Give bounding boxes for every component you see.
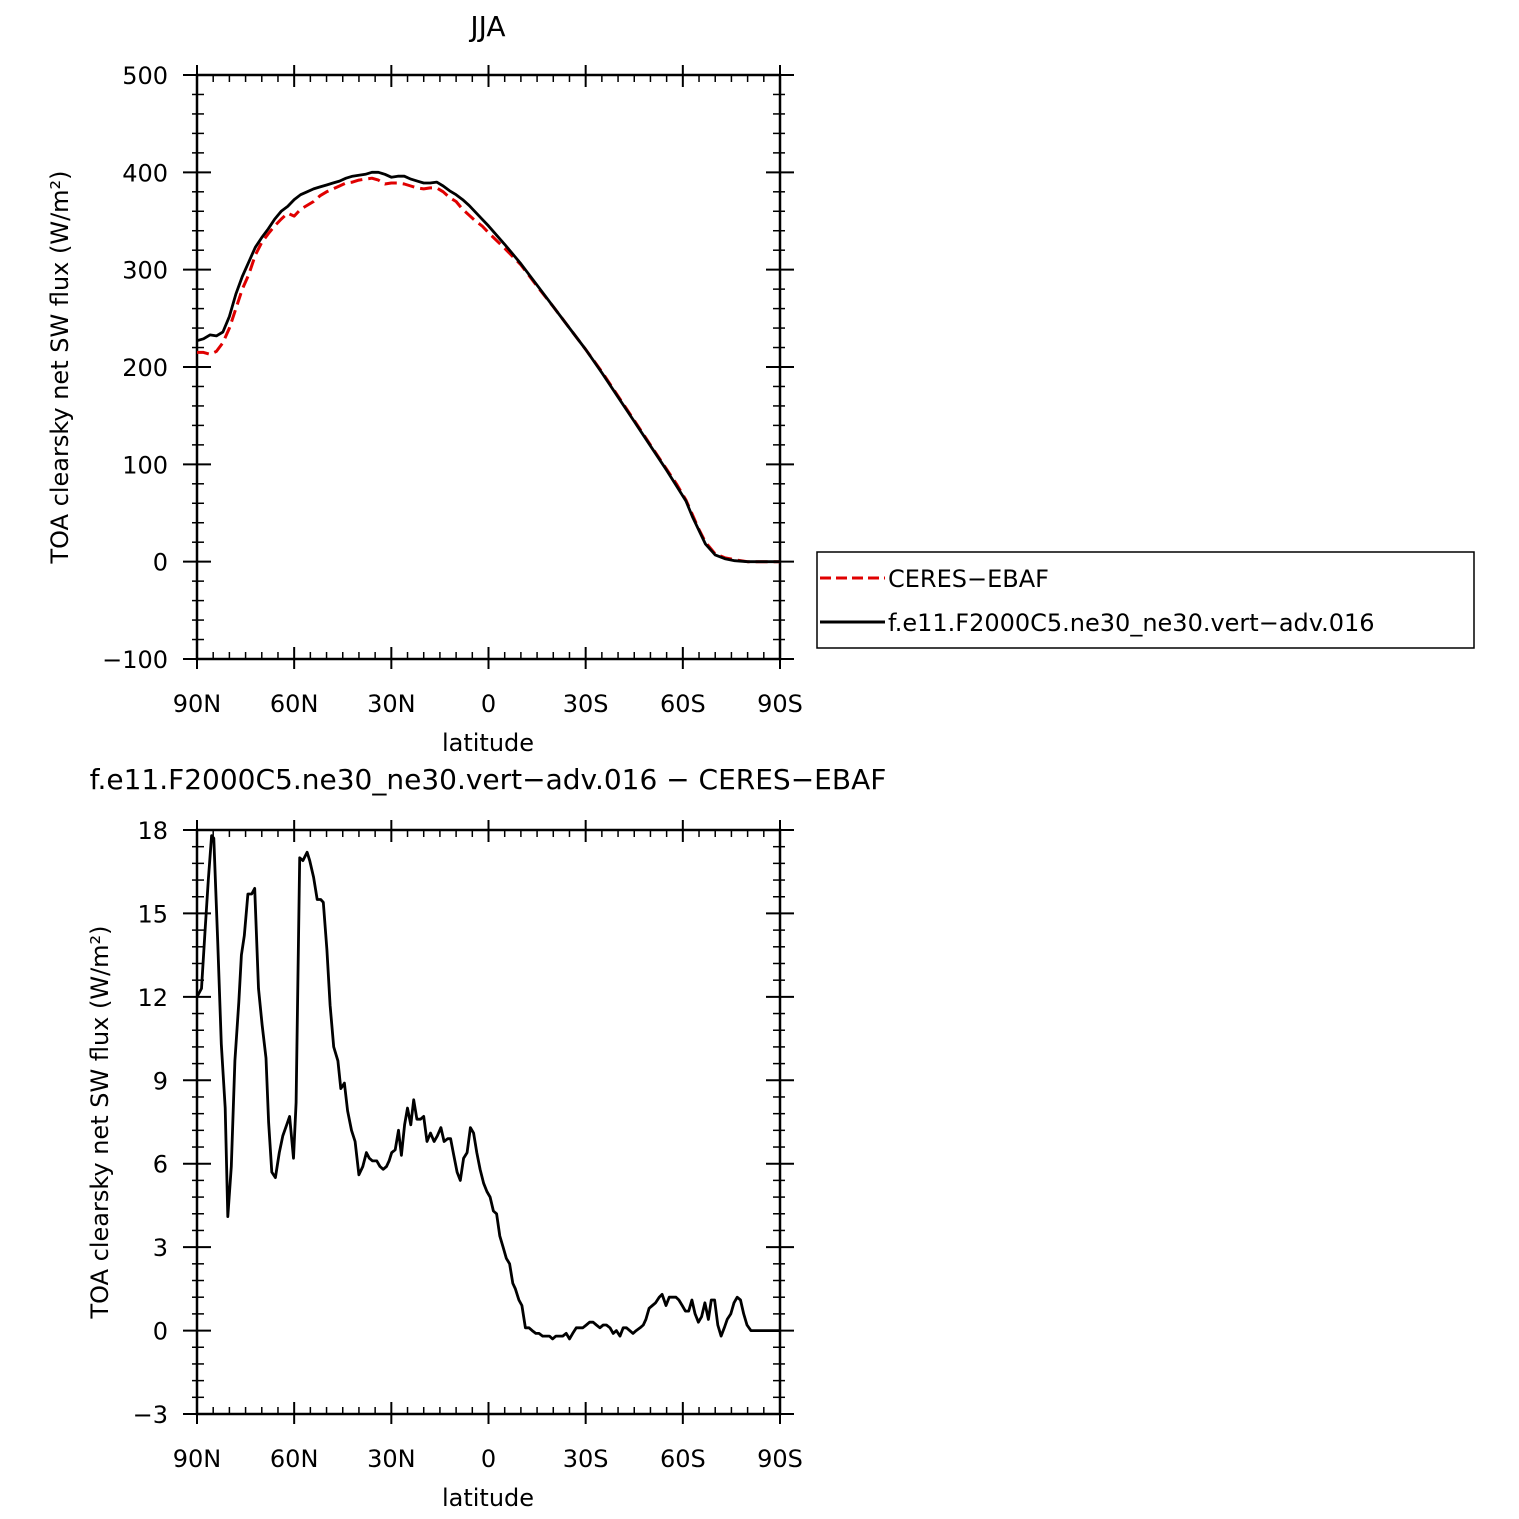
top-chart-title: JJA — [468, 10, 505, 43]
top-series-line-0 — [197, 176, 780, 564]
top-x-tick-label: 60S — [660, 690, 706, 718]
top-x-tick-label: 90N — [173, 690, 222, 718]
bottom-x-tick-label: 0 — [481, 1445, 496, 1473]
bottom-series-line-0 — [195, 834, 780, 1341]
bottom-x-tick-label: 30N — [367, 1445, 416, 1473]
top-series-layer — [196, 170, 780, 564]
top-y-tick-label: 0 — [153, 549, 168, 577]
top-y-tick-label: 300 — [122, 257, 168, 285]
top-y-axis-title: TOA clearsky net SW flux (W/m²) — [46, 170, 74, 564]
bottom-y-tick-label: 18 — [137, 817, 168, 845]
bottom-chart-panel: f.e11.F2000C5.ne30_ne30.vert−adv.016 − C… — [86, 763, 886, 1512]
legend-box — [816, 551, 1475, 649]
top-x-tick-label: 0 — [481, 690, 496, 718]
top-y-tick-label: 100 — [122, 451, 168, 479]
top-y-tick-label: 500 — [122, 62, 168, 90]
bottom-y-tick-label: 9 — [153, 1067, 168, 1095]
bottom-y-tick-label: 12 — [137, 984, 168, 1012]
legend: CERES−EBAF f.e11.F2000C5.ne30_ne30.vert−… — [816, 551, 1475, 649]
top-y-tick-label: 200 — [122, 354, 168, 382]
bottom-x-tick-label: 30S — [563, 1445, 609, 1473]
top-y-tick-label: 400 — [122, 159, 168, 187]
bottom-y-tick-label: −3 — [133, 1401, 168, 1429]
bottom-x-tick-label: 60S — [660, 1445, 706, 1473]
bottom-chart-title: f.e11.F2000C5.ne30_ne30.vert−adv.016 − C… — [90, 763, 887, 796]
bottom-y-tick-label: 6 — [153, 1151, 168, 1179]
top-x-tick-label: 60N — [270, 690, 319, 718]
top-x-tick-label: 30S — [563, 690, 609, 718]
bottom-y-tick-label: 0 — [153, 1318, 168, 1346]
top-x-axis-title: latitude — [442, 729, 534, 757]
legend-label-model: f.e11.F2000C5.ne30_ne30.vert−adv.016 — [888, 609, 1375, 637]
top-chart-panel: JJA TOA clearsky net SW flux (W/m²) lati… — [46, 10, 803, 757]
bottom-x-tick-label: 90S — [757, 1445, 803, 1473]
bottom-y-tick-label: 3 — [153, 1234, 168, 1262]
bottom-series-layer — [195, 834, 780, 1341]
top-x-tick-label: 30N — [367, 690, 416, 718]
legend-label-ceres: CERES−EBAF — [888, 565, 1049, 593]
top-series-line-1 — [196, 170, 780, 564]
top-axes: 90N 60N 30N 0 30S 60S 90S 500 400 300 200 100 0 −100 — [102, 62, 803, 718]
bottom-y-axis-title: TOA clearsky net SW flux (W/m²) — [86, 925, 114, 1319]
top-y-tick-label: −100 — [102, 646, 168, 674]
bottom-y-tick-label: 15 — [137, 900, 168, 928]
bottom-x-tick-label: 90N — [173, 1445, 222, 1473]
bottom-axes: 90N 60N 30N 0 30S 60S 90S 18 15 12 9 6 3 0 −3 — [133, 817, 803, 1473]
bottom-x-axis-title: latitude — [442, 1484, 534, 1512]
top-x-tick-label: 90S — [757, 690, 803, 718]
bottom-x-tick-label: 60N — [270, 1445, 319, 1473]
